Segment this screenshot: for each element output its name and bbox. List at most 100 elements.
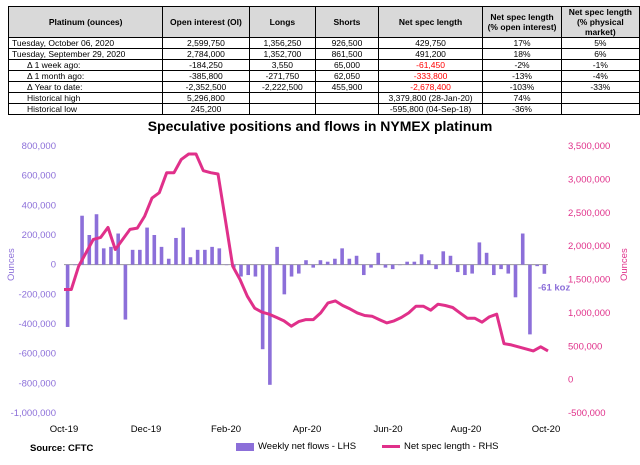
legend-bars-swatch — [236, 442, 254, 451]
flow-bar — [448, 255, 453, 265]
flow-bar — [412, 261, 417, 265]
source-note: Source: CFTC — [30, 443, 94, 454]
flow-bar — [477, 242, 482, 265]
table-row: Δ 1 week ago: -184,250 3,550 65,000 -61,450-… — [7, 59, 640, 71]
flow-bar — [203, 249, 207, 265]
flow-bar — [130, 249, 135, 265]
flow-bar — [347, 258, 352, 265]
flow-bar — [246, 264, 251, 276]
flow-bar — [174, 237, 178, 265]
flow-bar — [455, 264, 460, 273]
y-right-tick-label: 3,000,000 — [568, 174, 610, 185]
flow-bar — [253, 264, 258, 277]
stats-header-row: Platinum (ounces) Open interest (OI) Lon… — [7, 6, 640, 38]
flow-bar — [427, 260, 431, 265]
x-tick-label: Oct-20 — [532, 424, 561, 435]
flow-bar — [340, 248, 344, 265]
flow-bar — [434, 264, 438, 270]
flow-bar — [311, 264, 316, 268]
flow-bar — [217, 248, 222, 265]
y-left-tick-label: 800,000 — [22, 141, 56, 152]
y-right-tick-label: 500,000 — [568, 341, 602, 352]
flow-bar — [361, 264, 366, 276]
flow-bar — [73, 264, 77, 266]
flow-bar — [318, 260, 323, 265]
y-left-tick-label: -800,000 — [18, 378, 56, 389]
flow-bar — [268, 264, 272, 385]
header-shorts: Shorts — [315, 6, 379, 38]
flow-bar — [405, 261, 409, 265]
table-row: Historical high 5,296,800 3,379,800 (28-Ja… — [7, 92, 640, 104]
y-left-tick-label: -200,000 — [18, 289, 56, 300]
y-right-tick-label: 1,500,000 — [568, 275, 610, 286]
x-tick-label: Feb-20 — [211, 424, 241, 435]
y-left-tick-label: 200,000 — [22, 230, 56, 241]
flow-bar — [376, 252, 381, 265]
table-row: Tuesday, September 29, 2020 2,784,000 1,35… — [7, 48, 640, 60]
stats-table: Platinum (ounces) Open interest (OI) Lon… — [7, 6, 640, 115]
flow-bar — [65, 264, 70, 327]
flow-bar — [325, 261, 330, 265]
y-left-tick-label: -600,000 — [18, 349, 56, 360]
flow-bar — [296, 264, 301, 274]
flow-bar — [181, 227, 185, 265]
flow-bar — [210, 246, 214, 265]
y-left-tick-label: -1,000,000 — [11, 408, 56, 419]
y-left-tick-label: 600,000 — [22, 171, 56, 182]
flow-bar — [499, 264, 503, 270]
flow-bar — [159, 246, 164, 265]
y-right-tick-label: 2,500,000 — [568, 208, 610, 219]
y-left-tick-label: 0 — [51, 260, 56, 271]
y-left-tick-label: -400,000 — [18, 319, 56, 330]
table-cell-longs: -2,222,500 — [248, 81, 317, 93]
flow-bar — [369, 264, 373, 268]
y-left-tick-label: 400,000 — [22, 200, 56, 211]
x-tick-label: Oct-19 — [50, 424, 79, 435]
flow-bar — [333, 258, 337, 265]
flow-bar — [166, 258, 171, 265]
y-right-axis-label: Ounces — [619, 248, 630, 281]
header-pct-oi: Net spec length (% open interest) — [482, 6, 562, 38]
y-left-axis-label: Ounces — [6, 248, 17, 281]
y-right-tick-label: 1,000,000 — [568, 308, 610, 319]
flow-bar — [390, 264, 395, 270]
header-net-spec-length: Net spec length — [377, 6, 484, 38]
legend-line-swatch — [382, 445, 400, 448]
flow-bar — [354, 255, 359, 265]
header-pct-physical: Net spec length (% physical market) — [560, 6, 640, 38]
table-cell-pct_phys — [560, 103, 640, 115]
flow-bar — [195, 249, 200, 265]
table-row: Historical low 245,200 -595,800 (04-Sep-18… — [7, 103, 640, 115]
flow-bar — [441, 251, 446, 265]
net-spec-line — [64, 152, 549, 353]
flow-bar — [109, 246, 113, 265]
flow-bar — [383, 264, 388, 268]
x-tick-label: Aug-20 — [451, 424, 482, 435]
table-row: Δ Year to date: -2,352,500 -2,222,500 455,9… — [7, 81, 640, 93]
flow-bar — [260, 264, 265, 350]
flow-bar — [513, 264, 518, 298]
legend-bars: Weekly net flows - LHS — [236, 441, 356, 452]
chart-title: Speculative positions and flows in NYMEX… — [147, 118, 493, 134]
flow-bar — [152, 235, 157, 265]
flow-bar — [492, 264, 496, 276]
flow-bar — [123, 264, 128, 320]
table-cell-longs — [248, 103, 317, 115]
header-platinum: Platinum (ounces) — [7, 6, 164, 38]
legend-bars-label: Weekly net flows - LHS — [258, 441, 357, 452]
y-right-tick-label: 0 — [568, 375, 573, 386]
flow-bar — [470, 264, 474, 274]
flow-bar — [224, 264, 229, 266]
legend-line: Net spec length - RHS — [382, 441, 499, 452]
flow-bar — [275, 246, 279, 265]
flow-bar — [116, 233, 120, 265]
flow-bar — [463, 264, 467, 276]
flow-bar — [239, 264, 243, 277]
flow-bar — [398, 264, 402, 266]
x-tick-label: Jun-20 — [373, 424, 402, 435]
x-tick-label: Dec-19 — [131, 424, 162, 435]
annotation-label: -61 koz — [538, 283, 570, 294]
flow-bar — [145, 227, 149, 265]
flow-bar — [101, 248, 106, 265]
flow-bar — [80, 215, 84, 265]
